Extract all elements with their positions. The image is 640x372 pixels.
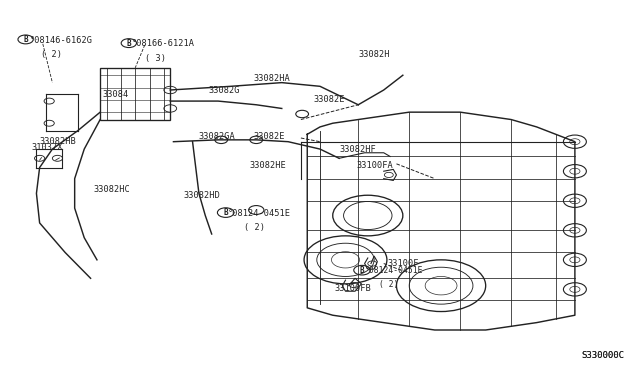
Text: S330000C: S330000C [581,351,624,360]
Text: 33082G: 33082G [209,86,240,94]
Text: 33082HB: 33082HB [40,137,76,146]
Text: 33082HA: 33082HA [253,74,290,83]
Text: 33082H: 33082H [358,51,390,60]
Text: 33082HC: 33082HC [94,185,131,194]
Text: 33100FA: 33100FA [356,161,393,170]
Text: 33082E: 33082E [253,132,285,141]
Text: 33100F: 33100F [388,259,419,268]
Text: ( 2): ( 2) [244,223,264,232]
Text: S330000C: S330000C [581,351,624,360]
Text: 33082E: 33082E [314,95,345,104]
Text: 33082HF: 33082HF [339,145,376,154]
Text: 33084: 33084 [102,90,128,99]
Text: B: B [360,266,364,275]
Text: B: B [223,208,228,217]
Text: °08166-6121A: °08166-6121A [132,39,195,48]
Text: ( 2): ( 2) [41,51,62,60]
Text: B: B [23,35,28,44]
Text: 33082HE: 33082HE [250,161,287,170]
Text: ( 3): ( 3) [145,54,166,63]
Text: ( 2): ( 2) [380,280,399,289]
Text: 33082HD: 33082HD [183,191,220,200]
Text: B: B [127,39,131,48]
Text: 33100FB: 33100FB [335,284,371,293]
Text: °08146-6162G: °08146-6162G [30,36,93,45]
Text: 31037X: 31037X [32,143,63,152]
Text: °08124-0451E: °08124-0451E [228,209,291,218]
Text: 33082GA: 33082GA [199,132,236,141]
Text: °08124-0451E: °08124-0451E [365,266,423,275]
